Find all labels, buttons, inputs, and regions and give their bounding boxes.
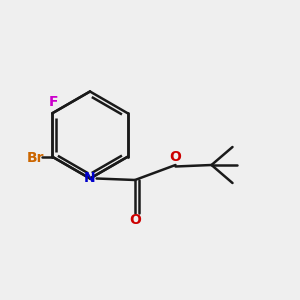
- Text: O: O: [129, 214, 141, 227]
- Text: N: N: [84, 172, 96, 185]
- Text: Br: Br: [27, 151, 45, 165]
- Text: O: O: [169, 150, 181, 164]
- Text: F: F: [49, 95, 58, 109]
